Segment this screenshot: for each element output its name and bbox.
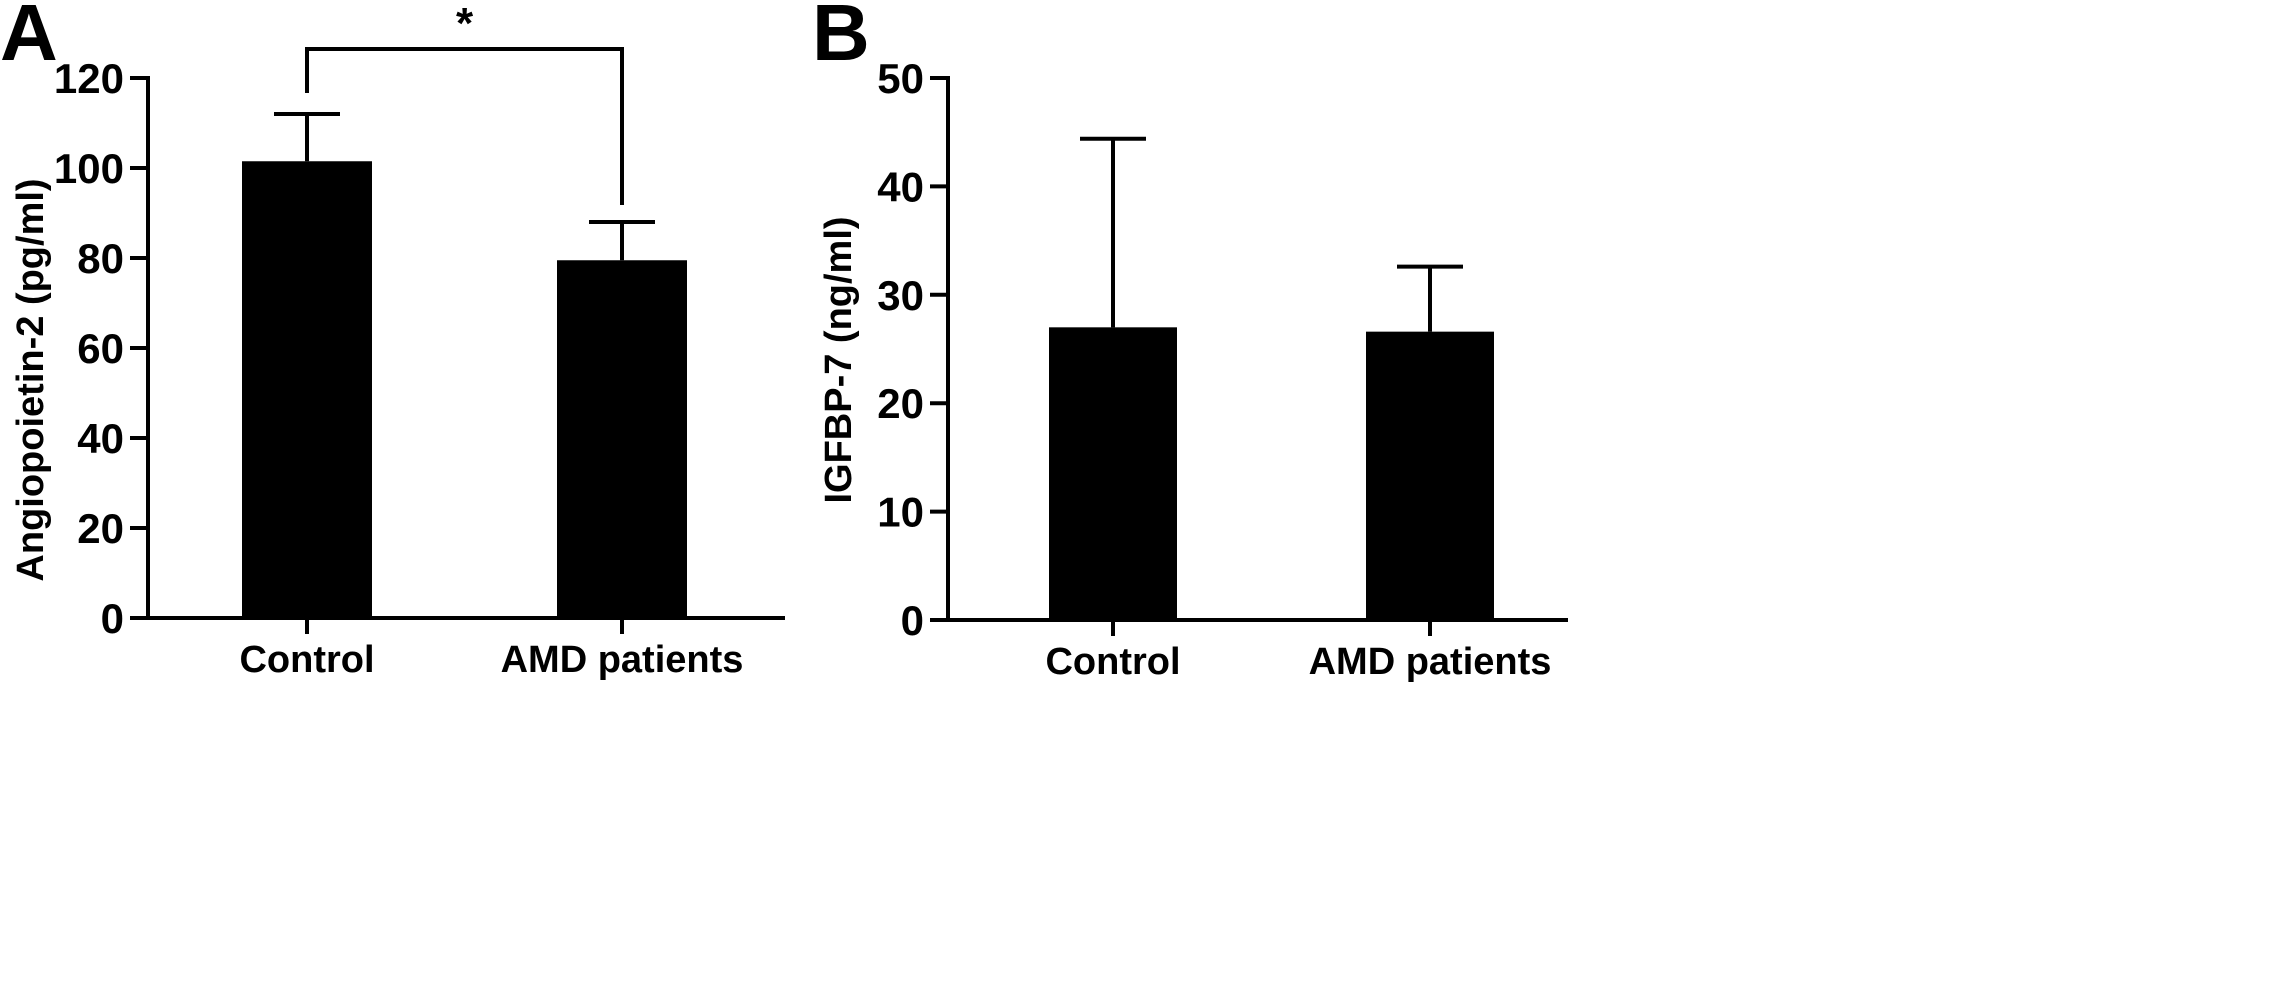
panel-b-y-tick-label: 20 [877,380,924,427]
panel-a-letter: A [0,0,58,77]
panel-b-y-axis-label: IGFBP-7 (ng/ml) [818,216,860,503]
panel-a-y-tick-label: 60 [77,325,124,372]
panel-b-x-tick-label: Control [1045,641,1180,683]
panel-a-x-tick-label: Control [239,639,374,681]
panel-b-y-tick-label: 10 [877,489,924,536]
panel-b-y-tick-label: 50 [877,55,924,102]
panel-a-bar [242,161,372,618]
panel-a-bar [557,260,687,618]
panel-a-y-tick-label: 40 [77,415,124,462]
panel-a-y-tick-label: 20 [77,505,124,552]
panel-b-y-tick-label: 40 [877,163,924,210]
panel-a: A Angiopoietin-2 (pg/ml) 0 20 40 60 80 100 120… [0,0,785,681]
panel-a-x-tick-label: AMD patients [501,639,744,681]
panel-a-y-tick-label: 80 [77,235,124,282]
panel-b-y-tick-label: 0 [901,597,924,644]
panel-a-significance-bracket [305,47,624,205]
panel-b-bar [1366,331,1494,620]
panel-a-y-tick-label: 100 [54,145,124,192]
panel-b-letter: B [812,0,870,77]
panel-a-significance-label: * [456,0,474,48]
panel-b-x-tick-label: AMD patients [1309,641,1552,683]
panel-b: B IGFBP-7 (ng/ml) 0 10 20 30 40 50 Control AMD … [812,0,1568,683]
panel-a-y-tick-label: 0 [101,595,124,642]
panel-b-y-tick-label: 30 [877,272,924,319]
panel-a-y-tick-label: 120 [54,55,124,102]
panel-a-y-axis-label: Angiopoietin-2 (pg/ml) [10,178,52,581]
panel-b-bar [1049,327,1177,620]
